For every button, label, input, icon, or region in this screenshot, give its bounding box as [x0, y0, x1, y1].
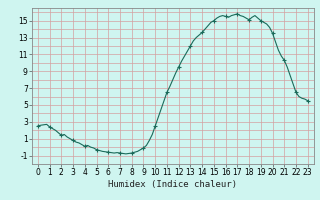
X-axis label: Humidex (Indice chaleur): Humidex (Indice chaleur) — [108, 180, 237, 189]
